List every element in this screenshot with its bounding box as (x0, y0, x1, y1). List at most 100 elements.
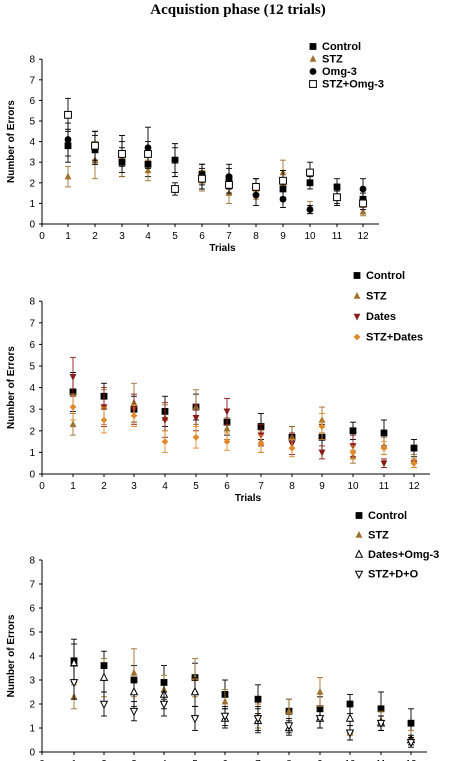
data-point (318, 449, 326, 457)
x-tick-label: 0 (39, 231, 45, 242)
data-point (129, 686, 139, 696)
data-point (69, 679, 79, 688)
x-tick-label: 2 (92, 231, 98, 242)
x-tick-label: 11 (376, 759, 387, 761)
legend-label: STZ+D+O (368, 569, 419, 581)
y-tick-label: 2 (29, 426, 35, 437)
data-point (130, 412, 138, 420)
legend-label: STZ (368, 530, 389, 542)
data-point (306, 168, 314, 177)
legend-label: STZ+Omg-3 (322, 79, 384, 91)
figure-title: Acquistion phase (12 trials) (150, 2, 326, 18)
y-tick-label: 3 (29, 676, 35, 687)
legend-label: STZ (366, 291, 387, 303)
data-point (406, 739, 416, 748)
data-point (223, 424, 231, 432)
data-point (380, 444, 388, 452)
x-tick-label: 3 (119, 231, 125, 242)
y-tick-label: 1 (29, 199, 35, 210)
legend-marker (353, 272, 361, 279)
data-point (190, 686, 200, 696)
x-tick-label: 12 (405, 759, 417, 761)
data-point (284, 722, 294, 731)
legend-marker (309, 80, 317, 88)
legend-marker (309, 68, 317, 75)
legend-label: STZ (322, 54, 343, 66)
legend-label: Control (322, 41, 361, 53)
legend-marker (309, 55, 317, 62)
legend-label: Control (368, 510, 407, 522)
x-tick-label: 12 (408, 481, 420, 492)
y-tick-label: 2 (29, 700, 35, 711)
y-tick-label: 5 (29, 117, 35, 128)
x-tick-label: 11 (332, 231, 343, 242)
x-tick-label: 3 (131, 481, 137, 492)
legend-label: STZ+Dates (366, 332, 423, 344)
legend: Control STZ Dates STZ+Dates (353, 270, 423, 344)
y-tick-label: 8 (29, 55, 35, 66)
data-point (69, 374, 77, 381)
legend-label: Dates (366, 311, 396, 323)
data-point (380, 460, 388, 468)
y-tick-label: 2 (29, 178, 35, 189)
x-tick-label: 4 (161, 759, 167, 761)
data-point (99, 672, 109, 681)
series-control (70, 638, 415, 739)
y-tick-label: 4 (29, 383, 35, 394)
series-control (64, 128, 367, 206)
data-point (316, 688, 324, 695)
x-tick-label: 12 (357, 231, 369, 242)
y-tick-label: 8 (29, 556, 35, 567)
x-tick-label: 2 (101, 481, 107, 492)
x-tick-label: 10 (347, 481, 359, 492)
x-tick-label: 7 (226, 231, 232, 242)
x-tick-label: 11 (379, 481, 390, 492)
data-point (100, 416, 108, 424)
data-point (380, 429, 388, 437)
y-tick-label: 5 (29, 628, 35, 639)
data-point (171, 156, 179, 164)
legend-label: Control (366, 270, 405, 282)
data-point (279, 195, 287, 203)
legend-marker (309, 43, 317, 50)
data-point (359, 199, 367, 208)
legend-marker (355, 531, 363, 538)
data-point (257, 440, 265, 448)
y-tick-label: 7 (29, 580, 35, 591)
data-point (64, 110, 72, 119)
data-point (64, 136, 72, 143)
data-point (129, 707, 139, 717)
series-dates-omg-3 (69, 643, 416, 746)
x-tick-label: 5 (172, 231, 178, 242)
data-point (118, 150, 126, 158)
data-point (171, 185, 179, 193)
x-tick-label: 9 (319, 481, 325, 492)
data-point (130, 668, 138, 676)
x-tick-label: 0 (39, 759, 45, 761)
legend-marker (353, 333, 361, 341)
data-point (221, 697, 229, 705)
data-point (99, 700, 109, 710)
x-axis-label: Trials (235, 493, 262, 504)
x-tick-label: 1 (71, 759, 77, 761)
y-tick-label: 7 (29, 318, 35, 329)
series-stz (70, 648, 415, 746)
y-axis-label: Number of Errors (6, 346, 17, 429)
data-point (285, 707, 293, 714)
data-point (144, 150, 152, 158)
data-point (376, 719, 386, 729)
data-point (91, 141, 99, 150)
x-tick-label: 2 (101, 759, 107, 761)
x-tick-label: 6 (222, 759, 228, 761)
data-point (349, 449, 357, 456)
data-point (69, 403, 77, 411)
data-point (410, 444, 418, 452)
x-tick-label: 5 (192, 759, 198, 761)
data-point (191, 673, 199, 681)
legend-marker (355, 512, 363, 519)
data-point (225, 180, 233, 189)
data-point (190, 715, 200, 724)
y-axis-label: Number of Errors (6, 100, 17, 183)
